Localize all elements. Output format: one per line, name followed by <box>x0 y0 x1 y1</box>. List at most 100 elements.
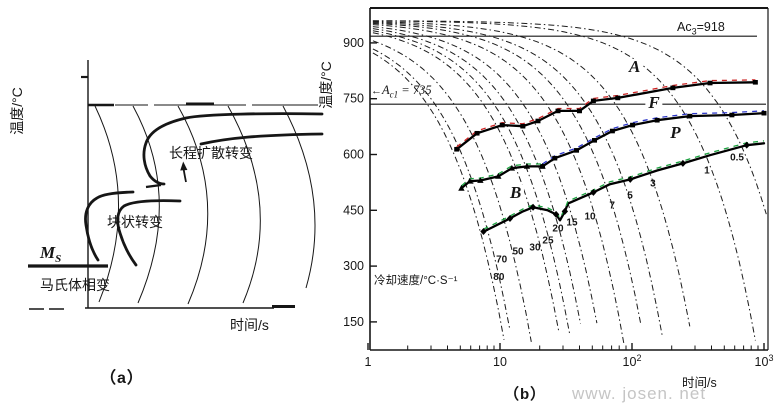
series-marker-ferrite-start <box>555 108 561 114</box>
x-tick-label-103: 103 <box>755 353 774 369</box>
a-massive-c-curve-inner <box>116 199 182 267</box>
b-cooling-rate-axis-label: 冷却速度/°C·S⁻¹ <box>374 275 458 287</box>
x-tick-label-10: 10 <box>493 355 507 369</box>
cooling-curve-1 <box>372 20 756 341</box>
series-marker-ferrite-start <box>590 98 596 104</box>
b-caption: （b） <box>504 386 547 403</box>
b-ac1-arrow-icon: ← <box>371 85 382 97</box>
a-ms-label: MS <box>40 244 61 265</box>
a-martensite-label: 马氏体相变 <box>40 277 110 293</box>
series-path-bainite-start <box>460 165 544 190</box>
a-x-axis-label: 时间/s <box>230 317 269 333</box>
cooling-curve-25 <box>372 30 571 334</box>
a-cooling-curve-3 <box>177 105 209 305</box>
cooling-curve-20 <box>372 28 581 324</box>
a-cooling-curve-2 <box>132 105 160 304</box>
series-marker-bainite-start <box>466 177 473 184</box>
series-marker-ferrite-start <box>474 130 480 136</box>
a-cooling-curve-1 <box>94 105 120 303</box>
series-marker-pearlite-start <box>592 138 598 143</box>
series-marker-ferrite-start <box>499 122 505 128</box>
a-diffusion-c-curve-lower <box>199 132 324 146</box>
cooling-rate-label-5: 5 <box>627 190 633 201</box>
cooling-rate-label-10: 10 <box>584 212 596 223</box>
b-ac3-value: =918 <box>696 20 725 34</box>
a-massive-c-curve-outer <box>84 190 135 262</box>
cooling-curve-15 <box>372 26 598 324</box>
series-marker-bainite-start <box>523 162 531 169</box>
cooling-rate-label-0.5: 0.5 <box>730 152 744 163</box>
series-marker-lower-transformation <box>590 188 597 196</box>
series-overlay-lower-transformation <box>483 140 765 230</box>
series-marker-lower-transformation <box>506 214 514 222</box>
series-marker-ferrite-start <box>615 95 621 101</box>
b-ac1-sub: c1 <box>389 89 399 100</box>
a-massive-c-dash <box>145 183 162 189</box>
series-overlay-ferrite-start <box>456 79 756 148</box>
y-tick-label-300: 300 <box>343 259 364 273</box>
b-x-axis-label: 时间/s <box>682 376 717 390</box>
series-marker-pearlite-start <box>654 117 660 123</box>
series-marker-ferrite-start <box>535 118 541 124</box>
cooling-rate-label-50: 50 <box>512 247 524 258</box>
cooling-curve-0.5 <box>372 20 767 215</box>
watermark: www. josen. net <box>572 384 707 403</box>
cooling-curve-3 <box>372 21 691 327</box>
cooling-rate-label-25: 25 <box>542 235 554 246</box>
series-marker-bainite-start <box>458 184 465 191</box>
series-marker-pearlite-start <box>729 112 735 118</box>
cooling-curve-7 <box>372 22 642 324</box>
a-diffusion-label: 长程扩散转变 <box>169 145 253 161</box>
y-tick-label-900: 900 <box>343 36 364 50</box>
x-tick-label-102: 102 <box>623 353 642 369</box>
series-marker-ferrite-start <box>752 79 758 85</box>
series-marker-ferrite-start <box>520 123 526 129</box>
y-tick-label-150: 150 <box>343 315 364 329</box>
a-ms-label-sub: S <box>55 253 62 266</box>
series-marker-lower-transformation <box>627 175 634 183</box>
series-marker-pearlite-start <box>761 110 767 116</box>
series-marker-lower-transformation <box>552 210 560 218</box>
series-marker-lower-transformation <box>679 159 687 167</box>
cooling-rate-label-70: 70 <box>496 255 508 266</box>
cooling-curve-50 <box>372 40 532 342</box>
series-marker-pearlite-start <box>687 113 693 119</box>
series-marker-ferrite-start <box>576 108 582 114</box>
cooling-rate-label-3: 3 <box>650 178 656 189</box>
series-marker-lower-transformation <box>529 203 537 211</box>
a-caption: （a） <box>100 370 144 387</box>
region-label-bg-P <box>667 125 685 142</box>
series-marker-bainite-start <box>539 162 546 169</box>
b-ac3-sub: 3 <box>691 26 697 37</box>
region-label-bg-F <box>645 94 663 111</box>
cooling-rate-label-15: 15 <box>566 218 578 229</box>
series-path-pearlite-start <box>541 112 766 168</box>
region-label-bg-B <box>506 184 524 201</box>
b-ac3-base: Ac <box>677 20 692 34</box>
series-marker-pearlite-start <box>609 128 615 134</box>
series-marker-ferrite-start <box>707 80 713 86</box>
b-y-axis-label: 温度/°C <box>317 61 334 109</box>
series-path-lower-transformation <box>482 142 766 233</box>
cooling-rate-label-30: 30 <box>529 242 541 253</box>
a-cooling-curve-4 <box>227 105 261 304</box>
b-ac1-value: = 735 <box>398 83 432 97</box>
region-label-A: A <box>628 57 640 76</box>
series-marker-bainite-start <box>508 164 516 171</box>
a-diffusion-c-curve-upper <box>142 112 324 186</box>
series-marker-lower-transformation <box>480 227 487 235</box>
series-path-ferrite-start <box>455 81 757 151</box>
cooling-rate-label-80: 80 <box>493 272 505 283</box>
series-marker-pearlite-start <box>630 122 636 128</box>
region-label-bg-A <box>626 58 644 75</box>
a-y-axis-label: 温度/°C <box>8 87 25 135</box>
cooling-curve-80 <box>372 52 505 340</box>
series-marker-bainite-start <box>495 173 502 179</box>
region-label-F: F <box>647 93 660 112</box>
a-annotation-arrow-head <box>180 161 188 171</box>
cooling-rate-label-20: 20 <box>552 223 564 234</box>
cooling-rate-label-7: 7 <box>609 200 615 211</box>
cooling-curve-10 <box>372 24 625 346</box>
